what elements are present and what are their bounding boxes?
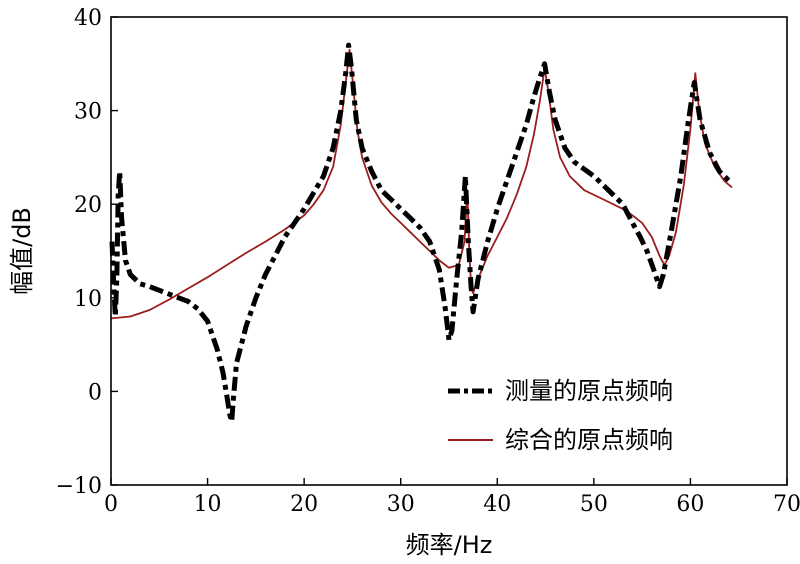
series-line-synthesized [110, 48, 733, 320]
x-tick-label: 60 [676, 492, 704, 517]
x-tick-label: 0 [104, 492, 118, 517]
y-axis-title: 幅值/dB [8, 207, 36, 295]
x-tick-label: 20 [290, 492, 318, 517]
x-axis-title: 频率/Hz [406, 531, 493, 559]
y-tick-label: 10 [74, 287, 102, 312]
x-ticks: 0 10 20 30 40 50 60 70 [104, 478, 800, 517]
x-tick-label: 30 [387, 492, 415, 517]
y-tick-label: 20 [74, 193, 102, 218]
legend-label-synthesized: 综合的原点频响 [505, 426, 673, 454]
y-ticks: −10 0 10 20 30 40 [56, 6, 118, 499]
plot-frame [110, 16, 788, 486]
legend-label-measured: 测量的原点频响 [505, 377, 673, 405]
y-tick-label: 40 [74, 6, 102, 31]
x-tick-label: 40 [483, 492, 511, 517]
legend: 测量的原点频响 综合的原点频响 [448, 377, 673, 454]
x-tick-label: 70 [773, 492, 800, 517]
x-tick-label: 10 [194, 492, 222, 517]
y-tick-label: 30 [74, 100, 102, 125]
y-tick-label: −10 [56, 474, 102, 499]
series-layer [109, 42, 733, 424]
series-line-measured [109, 42, 731, 424]
y-tick-label: 0 [88, 380, 102, 405]
x-tick-label: 50 [580, 492, 608, 517]
